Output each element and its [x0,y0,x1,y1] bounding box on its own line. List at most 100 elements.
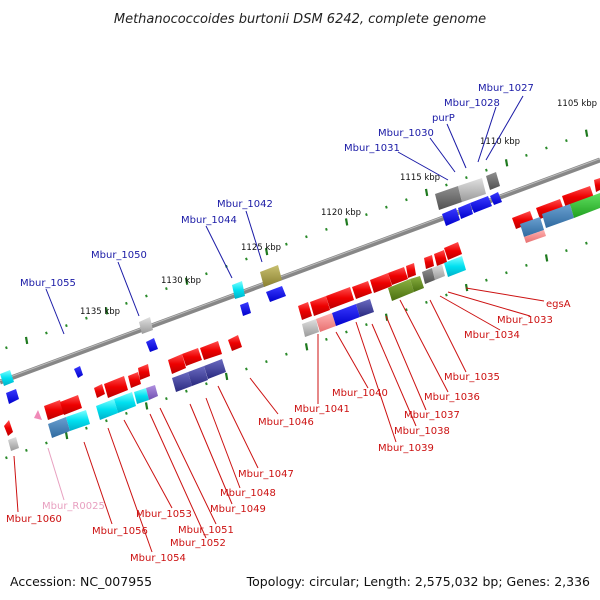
gene-feature[interactable] [434,250,447,266]
gene-label[interactable]: Mbur_1049 [210,504,266,515]
gene-feature[interactable] [0,370,14,386]
gene-feature[interactable] [94,384,105,398]
gene-feature[interactable] [458,203,473,219]
gene-feature[interactable] [356,299,374,317]
gene-feature[interactable] [172,372,192,392]
gene-label[interactable]: Mbur_1040 [332,388,388,399]
gene-feature[interactable] [44,400,64,420]
gene-feature[interactable] [298,302,312,320]
gene-label[interactable]: Mbur_R0025 [42,501,105,512]
gene-feature[interactable] [388,279,414,301]
gene-feature[interactable] [48,417,70,438]
gene-feature[interactable] [228,335,242,351]
gene-label[interactable]: Mbur_1027 [478,83,534,94]
gene-feature[interactable] [432,264,445,280]
gene-feature[interactable] [146,338,158,352]
gene-feature[interactable] [204,359,226,379]
gene-feature[interactable] [424,255,434,269]
gene-feature[interactable] [594,178,600,192]
gene-feature[interactable] [182,348,202,366]
gene-feature[interactable] [406,263,416,278]
gene-label[interactable]: Mbur_1042 [217,199,273,210]
gene-feature[interactable] [139,317,153,334]
gene-label[interactable]: Mbur_1038 [394,426,450,437]
gene-feature[interactable] [370,273,392,293]
gene-label[interactable]: Mbur_1048 [220,488,276,499]
gene-label[interactable]: Mbur_1060 [6,514,62,525]
gene-feature[interactable] [6,389,19,404]
ruler-major-tick [224,372,229,381]
gene-feature[interactable] [146,385,158,400]
gene-label[interactable]: Mbur_1050 [91,250,147,261]
gene-feature[interactable] [520,217,544,237]
gene-feature[interactable] [34,410,42,420]
gene-feature[interactable] [512,211,534,229]
gene-label[interactable]: Mbur_1037 [404,410,460,421]
gene-feature[interactable] [8,437,19,451]
gene-feature[interactable] [388,267,408,285]
gene-feature[interactable] [200,341,222,360]
gene-feature[interactable] [352,281,372,299]
gene-feature[interactable] [266,286,286,302]
gene-feature[interactable] [168,354,186,374]
gene-label[interactable]: Mbur_1035 [444,372,500,383]
gene-label[interactable]: Mbur_1034 [464,330,520,341]
gene-feature[interactable] [562,186,594,208]
gene-feature[interactable] [570,193,600,218]
gene-feature[interactable] [188,366,208,386]
gene-label[interactable]: Mbur_1044 [181,215,237,226]
gene-label[interactable]: egsA [546,299,571,310]
ruler-dot [585,241,588,245]
ruler-dot [145,294,148,298]
gene-label[interactable]: purP [432,113,455,124]
gene-feature[interactable] [490,192,502,205]
gene-label[interactable]: Mbur_1028 [444,98,500,109]
gene-label[interactable]: Mbur_1036 [424,392,480,403]
gene-feature[interactable] [486,172,500,190]
gene-label[interactable]: Mbur_1039 [378,443,434,454]
gene-feature[interactable] [260,265,282,287]
gene-label[interactable]: Mbur_1051 [178,525,234,536]
gene-label[interactable]: Mbur_1033 [497,315,553,326]
gene-feature[interactable] [470,196,492,213]
gene-feature[interactable] [444,256,466,277]
gene-label[interactable]: Mbur_1030 [378,128,434,139]
gene-feature[interactable] [310,296,330,316]
gene-feature[interactable] [442,208,460,226]
gene-feature[interactable] [542,204,574,228]
gene-feature[interactable] [316,313,336,332]
gene-feature[interactable] [422,268,435,284]
gene-label[interactable]: Mbur_1052 [170,538,226,549]
gene-feature[interactable] [4,420,13,436]
gene-label[interactable]: Mbur_1055 [20,278,76,289]
gene-feature[interactable] [114,392,136,413]
ruler-dot [285,242,288,246]
gene-feature[interactable] [96,399,118,420]
gene-feature[interactable] [524,230,546,243]
gene-feature[interactable] [138,364,150,380]
gene-feature[interactable] [232,281,245,299]
gene-feature[interactable] [444,242,462,260]
gene-feature[interactable] [74,366,83,378]
gene-label[interactable]: Mbur_1056 [92,526,148,537]
gene-feature[interactable] [332,304,360,326]
gene-feature[interactable] [435,186,462,210]
gene-feature[interactable] [128,372,141,388]
gene-feature[interactable] [302,319,319,337]
gene-feature[interactable] [104,376,128,398]
gene-feature[interactable] [134,388,149,404]
ruler-dot [45,441,48,445]
gene-feature[interactable] [410,276,424,292]
gene-label[interactable]: Mbur_1054 [130,553,186,564]
ruler-dot [365,213,368,217]
gene-feature[interactable] [326,287,354,309]
gene-feature[interactable] [240,302,251,316]
gene-feature[interactable] [458,178,486,202]
gene-label[interactable]: Mbur_1053 [136,509,192,520]
gene-label[interactable]: Mbur_1046 [258,417,314,428]
gene-feature[interactable] [66,410,90,431]
gene-feature[interactable] [60,395,82,415]
gene-label[interactable]: Mbur_1031 [344,143,400,154]
gene-label[interactable]: Mbur_1047 [238,469,294,480]
gene-label[interactable]: Mbur_1041 [294,404,350,415]
